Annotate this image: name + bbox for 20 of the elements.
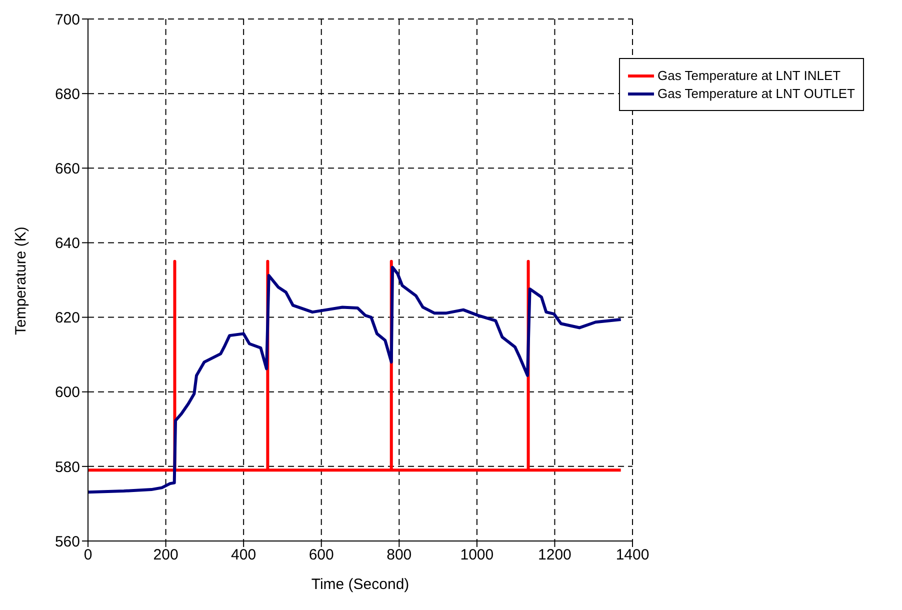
y-tick-label: 620 (54, 310, 80, 327)
x-axis-title: Time (Second) (311, 576, 410, 593)
y-axis-title: Temperature (K) (12, 226, 30, 335)
y-tick-label: 600 (54, 384, 80, 402)
x-tick-label: 1200 (538, 546, 572, 564)
x-tick-label: 200 (153, 546, 178, 564)
x-tick-label: 1000 (460, 546, 494, 564)
y-tick-label: 700 (54, 11, 80, 28)
legend-label: Gas Temperature at LNT OUTLET (658, 86, 855, 101)
x-tick-label: 0 (84, 546, 92, 564)
x-tick-label: 1400 (616, 546, 650, 564)
x-tick-label: 400 (231, 546, 256, 564)
y-tick-label: 660 (54, 160, 80, 178)
legend-label: Gas Temperature at LNT INLET (658, 68, 841, 83)
y-tick-label: 640 (54, 235, 80, 252)
x-tick-label: 600 (308, 546, 334, 564)
x-tick-label: 800 (386, 546, 412, 564)
y-tick-label: 560 (54, 533, 80, 550)
y-tick-label: 580 (54, 458, 80, 476)
y-tick-label: 680 (54, 86, 80, 103)
